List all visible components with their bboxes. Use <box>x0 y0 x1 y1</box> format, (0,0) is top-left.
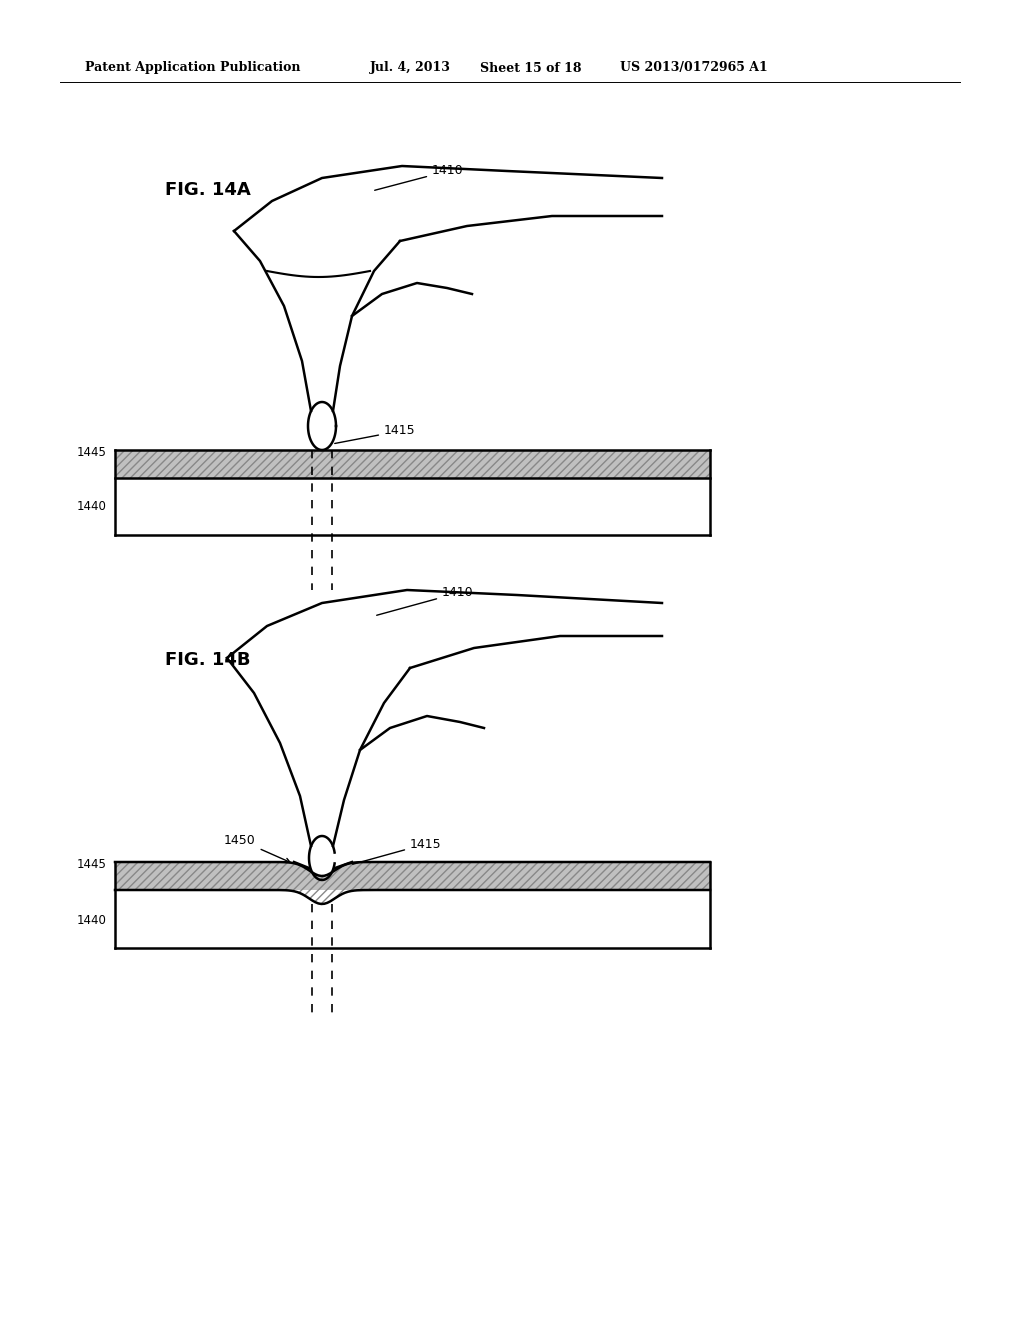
Polygon shape <box>115 862 710 904</box>
Bar <box>115 450 710 478</box>
Bar <box>115 450 710 478</box>
Text: 1410: 1410 <box>375 165 464 190</box>
Text: Jul. 4, 2013: Jul. 4, 2013 <box>370 62 451 74</box>
Text: 1410: 1410 <box>377 586 474 615</box>
Text: 1445: 1445 <box>77 446 106 458</box>
Text: 1450: 1450 <box>224 833 290 862</box>
Text: 1440: 1440 <box>77 499 106 512</box>
Bar <box>115 890 710 948</box>
Text: Sheet 15 of 18: Sheet 15 of 18 <box>480 62 582 74</box>
Text: 1445: 1445 <box>77 858 106 870</box>
Text: 1415: 1415 <box>352 837 441 865</box>
Text: FIG. 14B: FIG. 14B <box>165 651 251 669</box>
Text: US 2013/0172965 A1: US 2013/0172965 A1 <box>620 62 768 74</box>
Bar <box>115 478 710 535</box>
Text: FIG. 14A: FIG. 14A <box>165 181 251 199</box>
Text: 1440: 1440 <box>77 913 106 927</box>
Text: 1415: 1415 <box>335 425 416 444</box>
Text: Patent Application Publication: Patent Application Publication <box>85 62 300 74</box>
